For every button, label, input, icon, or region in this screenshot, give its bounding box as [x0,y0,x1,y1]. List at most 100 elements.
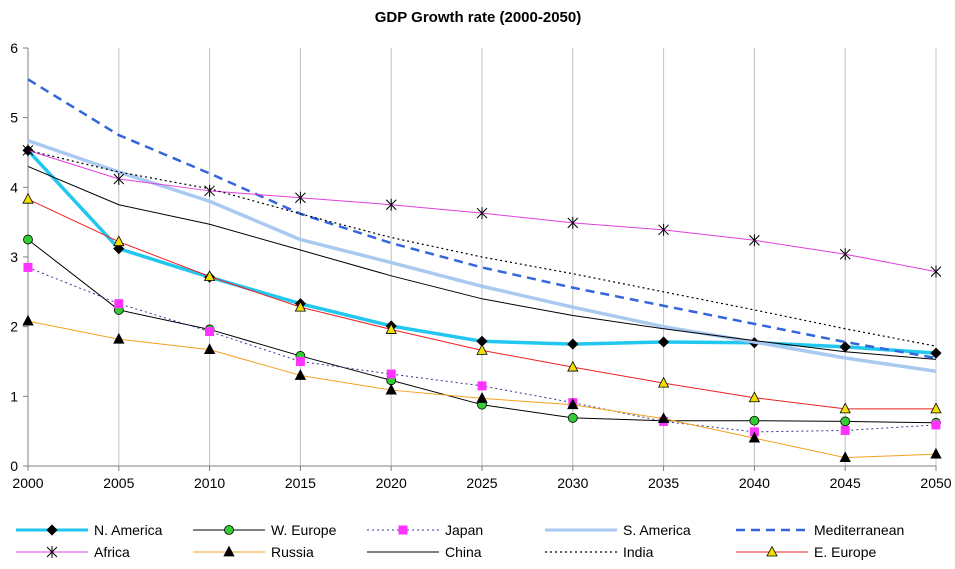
data-point [840,416,851,427]
legend-item: India [545,544,654,560]
x-tick-label: 2030 [557,475,588,491]
data-point [385,323,397,334]
series-line [27,165,937,360]
x-tick-label: 2045 [830,475,861,491]
data-point [567,216,579,229]
data-point [476,392,488,403]
data-point [567,413,578,423]
legend-marker [46,524,58,536]
x-tick-label: 2000 [12,475,43,491]
data-point [749,415,760,426]
legend-label: Japan [445,522,483,538]
data-point [22,314,34,326]
axes: 2000 2005 2010 2 0 1 5 2020 2025 2030 2035 2040 2045… [10,40,952,491]
y-tick-label: 2 [10,319,18,335]
data-point [23,234,33,245]
data-point [113,332,125,344]
legend-label: S. America [623,522,691,538]
legend-item: Japan [367,522,483,538]
legend-label: Mediterranean [814,522,904,538]
x-tick-label: 2035 [648,475,679,491]
data-point [840,425,850,435]
legend-item: N. America [16,522,163,538]
data-point [205,327,215,337]
series-china [27,165,937,360]
x-tick-label: 2025 [466,475,497,491]
legend-label: Africa [94,544,130,560]
data-point [113,243,125,255]
legend-item: Russia [193,544,314,560]
grid-lines [118,48,937,466]
data-point [749,234,760,247]
data-point [114,299,124,309]
series-layer [22,78,942,463]
x-tick-label: 2010 [194,475,225,491]
legend-marker [766,545,778,557]
series-line [27,139,937,373]
x-tick-label: 2020 [376,475,407,491]
data-point [203,270,216,281]
data-point [203,343,216,355]
y-tick-label: 4 [10,179,18,195]
data-point [476,207,488,220]
y-tick-label: 6 [10,40,18,56]
data-point [295,357,305,366]
data-point [839,341,851,353]
legend: N. America W. Europe Japan S. America Medite… [16,522,904,560]
data-point [658,336,670,348]
legend-item: Africa [16,544,130,560]
series-e-europe [22,192,942,414]
data-point [657,412,670,424]
data-point [204,184,215,197]
y-tick-label: 0 [10,458,18,474]
data-point [839,248,851,261]
data-point [930,265,942,278]
data-point [23,262,33,272]
x-tick-label: 2040 [739,475,770,491]
y-tick-label: 3 [10,249,18,265]
data-point [930,347,942,359]
data-point [931,420,941,430]
data-point [113,172,125,185]
data-point [113,235,125,247]
legend-item: Mediterranean [736,522,904,538]
x-tick-label: 2050 [920,475,951,491]
data-point [930,447,942,459]
series-line [27,78,937,360]
legend-marker [224,525,234,535]
series-africa [22,144,942,278]
data-point [476,343,488,355]
legend-label: India [623,544,654,560]
legend-marker [398,525,408,535]
data-point [477,381,487,391]
legend-label: E. Europe [814,544,876,560]
data-point [294,369,307,380]
series-india [27,149,937,347]
data-point [386,369,396,379]
data-point [748,431,761,443]
x-tick-label: 2005 [103,475,134,491]
data-point [294,300,307,312]
legend-item: W. Europe [193,522,337,538]
data-point [567,338,579,350]
legend-item: China [367,544,482,560]
legend-marker [46,546,58,558]
y-tick-label: 1 [10,388,18,404]
legend-item: E. Europe [736,544,876,560]
data-point [295,191,306,204]
y-tick-label: 5 [10,110,18,126]
legend-label: Russia [271,544,314,560]
series-russia [22,314,942,463]
series-s-america [27,139,937,373]
data-point [385,198,397,211]
data-point [748,391,761,403]
data-point [567,398,579,410]
data-point [657,376,670,388]
data-point [930,402,942,414]
data-point [658,223,669,236]
data-point [839,451,851,463]
legend-label: China [445,544,482,560]
legend-item: S. America [545,522,691,538]
chart-title: GDP Growth rate (2000-2050) [375,9,581,26]
legend-marker [223,545,235,557]
